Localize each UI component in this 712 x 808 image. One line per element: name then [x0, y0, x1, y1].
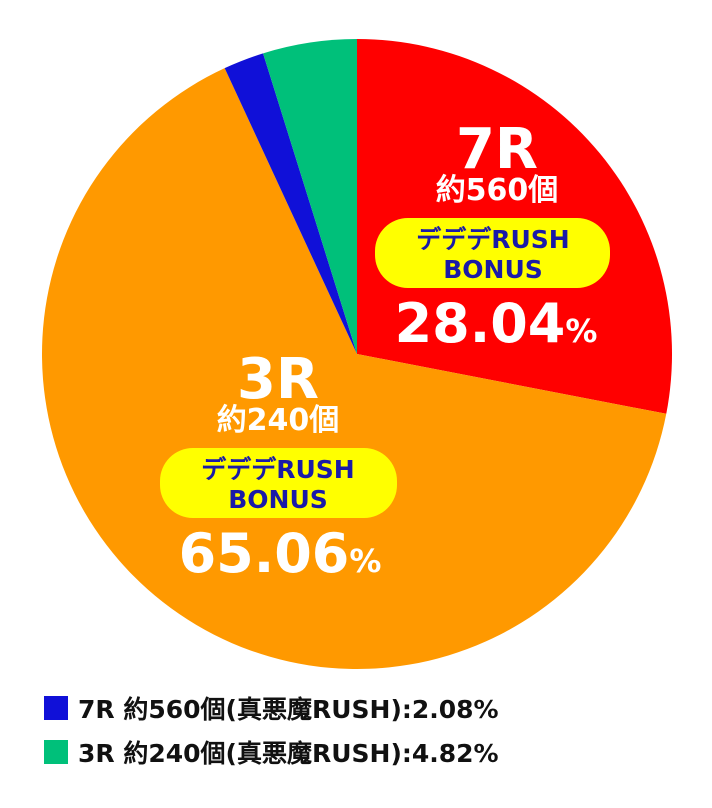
- pie-slice-orange: [42, 68, 667, 670]
- slice-7r-rounds: 7R: [456, 117, 538, 182]
- legend-item-blue: 7R 約560個(真悪魔RUSH):2.08%: [44, 686, 499, 730]
- slice-3r-count: 約240個: [217, 403, 340, 438]
- pie-slices: [42, 39, 673, 670]
- pie-slice-blue: [224, 53, 357, 355]
- slice-7r-badge-line2: BONUS: [443, 255, 543, 284]
- slice-label-7r: 7R 約560個 デデデRUSH BONUS 28.04%: [375, 117, 610, 355]
- slice-3r-badge-line1: デデデRUSH: [201, 455, 354, 484]
- chart-legend: 7R 約560個(真悪魔RUSH):2.08% 3R 約240個(真悪魔RUSH…: [44, 686, 499, 774]
- legend-label-green: 3R 約240個(真悪魔RUSH):4.82%: [78, 739, 499, 768]
- slice-7r-badge: [375, 218, 610, 288]
- slice-7r-badge-line1: デデデRUSH: [416, 225, 569, 254]
- legend-swatch-green: [44, 740, 68, 764]
- legend-label-blue: 7R 約560個(真悪魔RUSH):2.08%: [78, 695, 499, 724]
- slice-label-3r: 3R 約240個 デデデRUSH BONUS 65.06%: [160, 347, 397, 585]
- pie-slice-green: [263, 39, 357, 354]
- slice-3r-rounds: 3R: [237, 347, 319, 412]
- slice-3r-badge: [160, 448, 397, 518]
- slice-7r-count: 約560個: [436, 173, 559, 208]
- slice-7r-percentage: 28.04%: [395, 292, 598, 355]
- slice-3r-badge-line2: BONUS: [228, 485, 328, 514]
- legend-swatch-blue: [44, 696, 68, 720]
- slice-3r-percentage: 65.06%: [179, 522, 382, 585]
- legend-item-green: 3R 約240個(真悪魔RUSH):4.82%: [44, 730, 499, 774]
- pie-chart: 7R 約560個 デデデRUSH BONUS 28.04% 3R 約240個 デ…: [42, 39, 673, 670]
